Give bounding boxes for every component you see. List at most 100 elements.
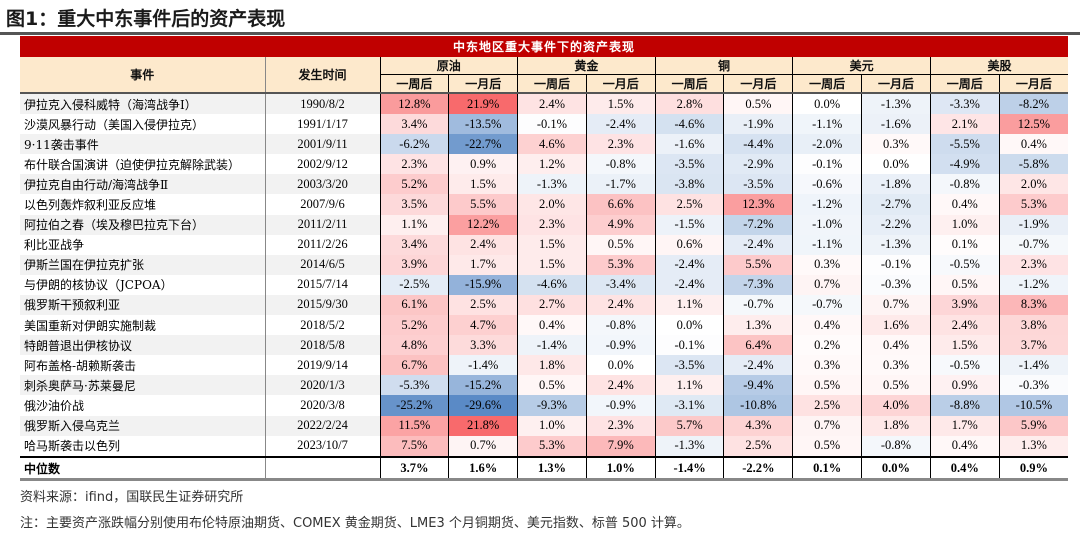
table-row: 阿拉伯之春（埃及穆巴拉克下台） 2011/2/11 1.1% 12.2% 2.3% 4.9… <box>20 214 1069 235</box>
event-date: 2018/5/2 <box>264 315 380 336</box>
header-period: 一月后 <box>448 74 518 94</box>
value-cell: 5.3% <box>998 194 1069 215</box>
header-asset: 美元 <box>792 57 931 75</box>
value-cell: 0.9% <box>929 375 1000 396</box>
event-name: 利比亚战争 <box>24 238 85 253</box>
value-cell: -2.5% <box>379 274 449 295</box>
value-cell: -1.4% <box>448 355 518 376</box>
source-note: 资料来源：ifind，国联民生证券研究所 <box>20 490 244 505</box>
value-cell: 2.3% <box>585 415 656 436</box>
event-name: 特朗普退出伊核协议 <box>20 335 265 356</box>
value-cell: 0.0% <box>861 154 931 175</box>
event-name: 9·11袭击事件 <box>20 134 265 155</box>
table-row: 美国重新对伊朗实施制裁 2018/5/2 5.2% 4.7% 0.4% -0.8% 0.0%… <box>20 315 1069 336</box>
value-cell: 21.9% <box>448 93 518 115</box>
value-cell: 0.5% <box>929 274 1000 295</box>
median-value: -1.4% <box>654 455 724 479</box>
value-cell: -13.5% <box>448 114 518 135</box>
event-date: 2015/9/30 <box>264 294 380 316</box>
event-name: 俄罗斯入侵乌克兰 <box>20 415 265 436</box>
event-date: 2018/5/8 <box>264 335 380 356</box>
value-cell: 2.4% <box>585 294 656 316</box>
header-asset: 黄金 <box>517 57 656 75</box>
value-cell: 21.8% <box>448 415 518 436</box>
median-label: 中位数 <box>20 455 265 479</box>
event-name: 伊拉克入侵科威特（海湾战争I） <box>20 93 265 115</box>
figure-title: 图1：重大中东事件后的资产表现 <box>6 8 286 30</box>
value-cell: 2.3% <box>379 154 449 175</box>
value-cell: 2.0% <box>517 194 587 215</box>
value-cell: -0.9% <box>585 395 656 416</box>
header-period: 一周后 <box>792 74 862 94</box>
value-cell: -1.4% <box>517 335 587 356</box>
table-row: 以色列轰炸叙利亚反应堆 2007/9/6 3.5% 5.5% 2.0% 6.6% 2.5% 1… <box>20 194 1069 215</box>
value-cell: 0.4% <box>929 435 1000 457</box>
value-cell: -2.9% <box>723 154 793 175</box>
event-date: 2011/2/26 <box>264 234 380 255</box>
value-cell: -1.0% <box>792 214 862 235</box>
table-row: 特朗普退出伊核协议 2018/5/8 4.8% 3.3% -1.4% -0.9% -0.1%… <box>20 335 1069 356</box>
value-cell: -2.4% <box>585 114 656 135</box>
value-cell: 7.5% <box>379 435 449 457</box>
value-cell: 1.1% <box>654 294 724 316</box>
value-cell: -15.9% <box>448 274 518 295</box>
value-cell: 2.3% <box>998 254 1069 275</box>
value-cell: -3.5% <box>723 174 793 195</box>
value-cell: -1.6% <box>861 114 931 135</box>
value-cell: -5.5% <box>929 134 1000 155</box>
value-cell: -1.9% <box>723 114 793 135</box>
value-cell: -0.5% <box>929 254 1000 275</box>
table-row: 布什联合国演讲（迫使伊拉克解除武装） 2002/9/12 2.3% 0.9% 1.2% -… <box>20 154 1069 175</box>
table-row: 伊拉克自由行动/海湾战争Ⅱ 2003/3/20 5.2% 1.5% -1.3% -1.7%… <box>20 174 1069 195</box>
value-cell: 2.4% <box>448 234 518 255</box>
event-name: 俄沙油价战 <box>24 398 85 413</box>
event-name: 伊拉克自由行动/海湾战争Ⅱ <box>20 174 265 195</box>
event-name: 阿拉伯之春（埃及穆巴拉克下台） <box>20 214 265 235</box>
header-period: 一月后 <box>585 74 656 94</box>
value-cell: 12.2% <box>448 214 518 235</box>
value-cell: 0.0% <box>585 355 656 376</box>
value-cell: 1.5% <box>585 93 656 115</box>
value-cell: -8.2% <box>998 93 1069 115</box>
value-cell: 1.5% <box>448 174 518 195</box>
value-cell: 0.2% <box>792 335 862 356</box>
value-cell: -3.4% <box>585 274 656 295</box>
value-cell: -9.3% <box>517 395 587 416</box>
median-row: 中位数 3.7% 1.6% 1.3% 1.0% -1.4% -2.2% 0.1% 0.0% 0.4… <box>20 455 1069 479</box>
value-cell: -0.3% <box>861 274 931 295</box>
header-date: 发生时间 <box>264 57 380 94</box>
value-cell: 0.7% <box>792 274 862 295</box>
value-cell: 4.6% <box>517 134 587 155</box>
value-cell: 1.7% <box>929 415 1000 436</box>
value-cell: 0.3% <box>861 355 931 376</box>
value-cell: -0.1% <box>654 335 724 356</box>
value-cell: -7.3% <box>723 274 793 295</box>
value-cell: 0.4% <box>792 315 862 336</box>
value-cell: 0.3% <box>792 355 862 376</box>
median-value: 1.3% <box>517 455 587 479</box>
value-cell: 1.1% <box>379 214 449 235</box>
value-cell: -0.7% <box>792 294 862 316</box>
event-name: 刺杀奥萨马·苏莱曼尼 <box>20 375 265 396</box>
value-cell: 3.8% <box>998 315 1069 336</box>
value-cell: -1.3% <box>861 93 931 115</box>
value-cell: -10.5% <box>998 395 1069 416</box>
value-cell: 2.4% <box>929 315 1000 336</box>
header-event: 事件 <box>20 57 265 94</box>
value-cell: 3.7% <box>998 335 1069 356</box>
median-value: 3.7% <box>379 455 449 479</box>
value-cell: -3.1% <box>654 395 724 416</box>
value-cell: 2.5% <box>723 435 793 457</box>
value-cell: 4.9% <box>585 214 656 235</box>
asset-performance-table: 中东地区重大事件下的资产表现 事件 发生时间 原油 黄金 铜 美元 美股 一周后… <box>20 36 1069 479</box>
event-name: 与伊朗的核协议（JCPOA） <box>24 278 173 293</box>
value-cell: -4.9% <box>929 154 1000 175</box>
value-cell: -0.1% <box>517 114 587 135</box>
value-cell: 8.3% <box>998 294 1069 316</box>
value-cell: 2.8% <box>654 93 724 115</box>
value-cell: -6.2% <box>379 134 449 155</box>
event-name: 沙漠风暴行动（美国入侵伊拉克） <box>24 117 205 132</box>
value-cell: 3.4% <box>379 114 449 135</box>
event-date: 2007/9/6 <box>264 194 380 215</box>
value-cell: 0.0% <box>792 93 862 115</box>
